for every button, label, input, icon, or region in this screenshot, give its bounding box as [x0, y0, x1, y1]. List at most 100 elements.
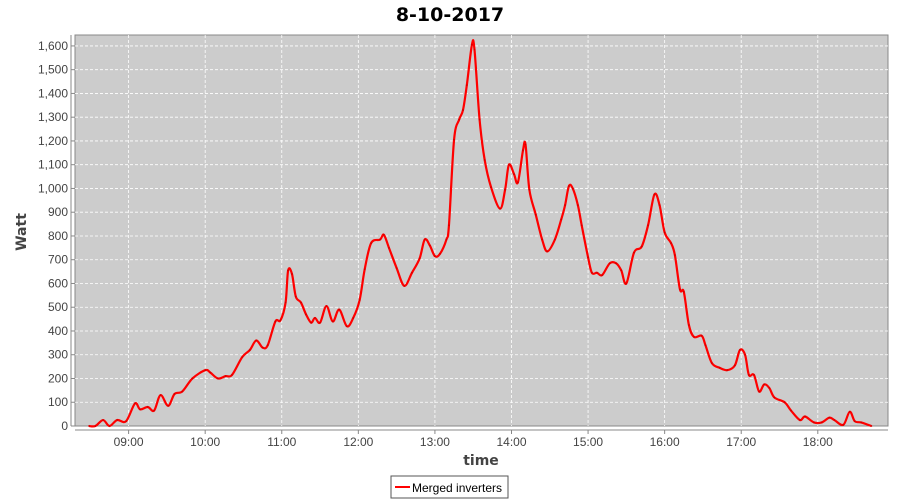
data-point	[753, 374, 755, 376]
data-point	[139, 408, 141, 411]
data-point	[860, 421, 863, 424]
data-point	[870, 425, 873, 427]
data-point	[647, 224, 649, 227]
data-point	[534, 213, 537, 216]
data-point	[471, 43, 473, 46]
data-point	[88, 425, 90, 427]
x-axis-label: time	[463, 453, 499, 469]
data-point	[620, 269, 623, 272]
data-point	[363, 268, 366, 271]
data-point	[790, 409, 792, 412]
data-point	[726, 369, 729, 372]
data-point	[458, 118, 461, 121]
data-point	[388, 246, 390, 249]
data-point	[231, 374, 233, 376]
data-point	[541, 238, 544, 241]
y-tick-label: 600	[48, 276, 68, 290]
data-point	[462, 109, 464, 111]
data-point	[358, 299, 361, 302]
data-point	[615, 262, 618, 265]
data-point	[587, 256, 589, 259]
data-point	[483, 159, 486, 161]
data-point	[325, 305, 328, 307]
data-point	[546, 250, 549, 253]
data-point	[217, 377, 219, 380]
data-point	[266, 344, 269, 347]
data-point	[513, 173, 515, 176]
data-point	[522, 149, 524, 152]
y-tick-label: 0	[61, 419, 68, 433]
data-point	[663, 231, 666, 234]
data-point	[633, 251, 635, 254]
data-point	[287, 269, 290, 272]
data-point	[453, 138, 455, 141]
data-point	[842, 423, 845, 426]
data-point	[445, 238, 448, 241]
data-point	[763, 383, 766, 386]
x-tick-label: 12:00	[343, 435, 373, 449]
y-tick-label: 300	[48, 348, 68, 362]
data-point	[820, 421, 823, 424]
data-point	[248, 349, 251, 351]
data-point	[580, 224, 583, 227]
data-point	[153, 409, 156, 412]
y-tick-label: 100	[48, 395, 68, 409]
data-point	[284, 301, 287, 304]
data-point	[733, 364, 736, 367]
data-point	[448, 224, 450, 227]
y-tick-label: 1,500	[38, 63, 68, 77]
y-tick-label: 1,400	[38, 86, 68, 100]
y-tick-label: 500	[48, 300, 68, 314]
data-point	[590, 271, 593, 274]
data-point	[102, 419, 104, 421]
data-point	[224, 375, 227, 378]
data-point	[747, 374, 750, 376]
y-tick-label: 1,200	[38, 134, 68, 148]
data-point	[679, 288, 681, 291]
data-point	[255, 339, 258, 342]
data-point	[274, 320, 277, 323]
series-group	[88, 39, 873, 428]
data-point	[94, 425, 97, 427]
data-point	[693, 336, 695, 338]
data-point	[279, 319, 282, 322]
data-point	[804, 415, 806, 418]
series-line	[88, 39, 872, 428]
data-point	[379, 238, 381, 241]
data-point	[125, 420, 127, 423]
data-point	[338, 308, 341, 311]
data-point	[560, 218, 563, 221]
y-tick-label: 200	[48, 371, 68, 385]
data-point	[108, 425, 111, 427]
data-point	[261, 346, 264, 349]
data-point	[799, 419, 801, 421]
data-point	[181, 390, 184, 393]
data-point	[465, 84, 468, 87]
data-point	[700, 334, 703, 337]
x-tick-label: 09:00	[114, 435, 144, 449]
data-point	[428, 244, 431, 247]
data-point	[403, 284, 406, 287]
data-point	[568, 185, 570, 187]
plot-area	[74, 34, 889, 427]
data-point	[331, 320, 334, 323]
legend-label: Merged inverters	[412, 481, 502, 495]
data-point	[291, 273, 293, 275]
data-point	[601, 274, 604, 277]
data-point	[370, 242, 373, 244]
data-point	[439, 252, 441, 255]
data-point	[516, 181, 519, 184]
data-point	[596, 271, 598, 274]
legend: Merged inverters	[390, 475, 509, 499]
data-point	[528, 188, 531, 191]
y-tick-label: 1,000	[38, 181, 68, 195]
data-point	[653, 193, 656, 196]
data-point	[833, 419, 836, 421]
data-point	[524, 143, 527, 146]
data-point	[773, 396, 776, 399]
data-point	[382, 233, 385, 236]
y-axis: 0 100 200 300 400 500 600 700 800 900 1,000 1,100 1,…	[38, 35, 75, 433]
data-point	[352, 317, 355, 319]
x-tick-label: 11:00	[267, 435, 296, 449]
data-point	[418, 257, 421, 260]
